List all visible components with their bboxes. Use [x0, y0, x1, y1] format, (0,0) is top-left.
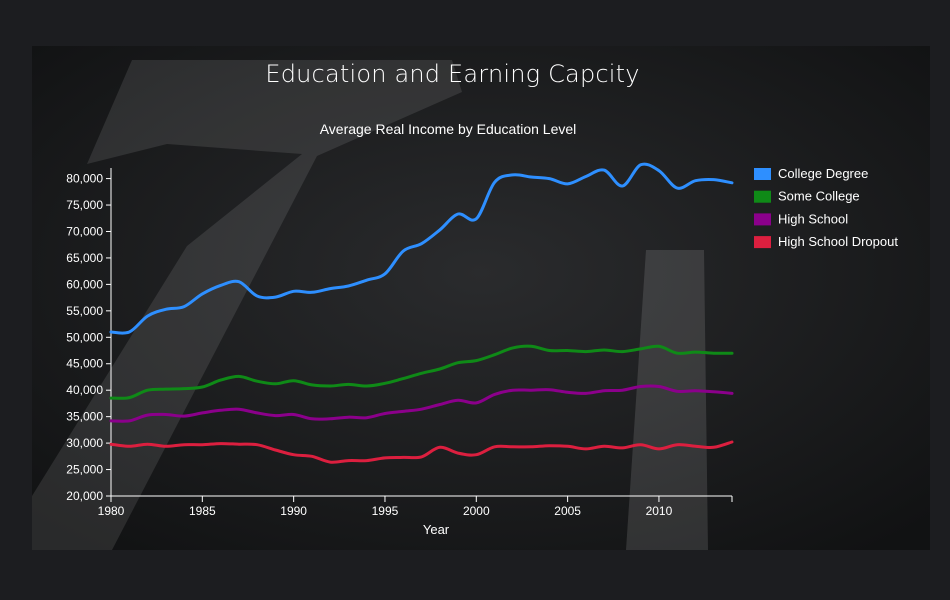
series-line-high-school	[109, 384, 734, 423]
legend-swatch-college-degree	[754, 168, 771, 180]
page-title: Education and Earning Capcity	[265, 60, 640, 88]
x-tick-label: 1980	[98, 504, 125, 518]
legend-label-high-school: High School	[778, 211, 848, 226]
y-tick-label: 75,000	[66, 198, 103, 212]
y-tick-label: 35,000	[66, 410, 103, 424]
y-tick-label: 20,000	[66, 489, 103, 503]
x-tick-label: 1990	[280, 504, 307, 518]
series-line-some-college	[109, 344, 734, 400]
y-tick-label: 25,000	[66, 463, 103, 477]
y-tick-label: 40,000	[66, 383, 103, 397]
y-tick-label: 60,000	[66, 277, 103, 291]
legend-label-college-degree: College Degree	[778, 166, 868, 181]
y-tick-label: 70,000	[66, 224, 103, 238]
axes: 20,000 25,000 30,000 35,000 40,000 45,000 50,0…	[66, 168, 733, 518]
x-tick-label: 2010	[646, 504, 673, 518]
series-line-high-school-dropout	[109, 440, 734, 464]
chart-title: Average Real Income by Education Level	[320, 121, 577, 137]
y-tick-label: 80,000	[66, 172, 103, 186]
legend: College Degree Some College High School Hig…	[754, 166, 898, 249]
legend-label-some-college: Some College	[778, 189, 860, 204]
y-tick-label: 65,000	[66, 251, 103, 265]
y-tick-label: 55,000	[66, 304, 103, 318]
legend-label-high-school-dropout: High School Dropout	[778, 234, 898, 249]
series-line-college-degree	[109, 162, 734, 335]
road-background	[32, 46, 930, 550]
x-tick-label: 2005	[554, 504, 581, 518]
road-marking-stripe	[626, 250, 708, 550]
x-axis-title: Year	[423, 522, 450, 537]
legend-swatch-some-college	[754, 190, 771, 203]
legend-swatch-high-school-dropout	[754, 236, 771, 249]
x-tick-label: 1985	[189, 504, 216, 518]
x-tick-label: 2000	[463, 504, 490, 518]
x-tick-label: 1995	[372, 504, 399, 518]
y-tick-label: 30,000	[66, 436, 103, 450]
chart-frame	[32, 46, 930, 550]
y-tick-label: 50,000	[66, 330, 103, 344]
road-marking-seven	[32, 60, 462, 550]
series-lines	[109, 162, 734, 464]
legend-swatch-high-school	[754, 213, 771, 226]
y-tick-label: 45,000	[66, 357, 103, 371]
